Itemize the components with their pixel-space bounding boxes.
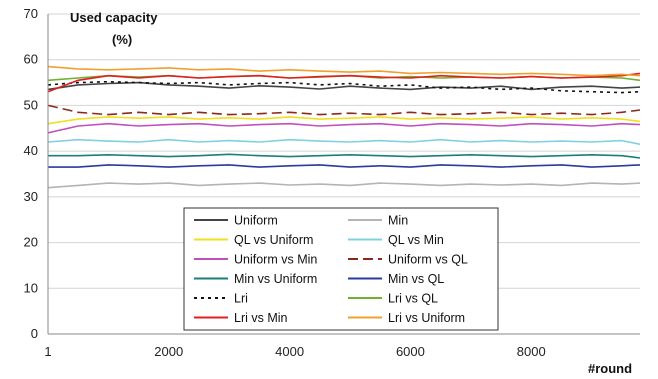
series-line-uniform-vs-min (47, 122, 641, 134)
y-axis-title-line2: (%) (112, 32, 132, 47)
legend-label: QL vs Min (388, 233, 444, 247)
y-tick-label: 20 (24, 235, 38, 250)
y-tick-label: 40 (24, 143, 38, 158)
series-line-min (47, 182, 641, 189)
legend-label: Lri vs Uniform (388, 311, 465, 325)
x-tick-label: 1 (44, 344, 51, 359)
x-tick-label: 8000 (517, 344, 546, 359)
series-line-lri-vs-uniform (47, 65, 641, 77)
legend-label: Min vs QL (388, 272, 444, 286)
x-tick-label: 6000 (396, 344, 425, 359)
legend-label: QL vs Uniform (234, 233, 313, 247)
legend-label: Min vs Uniform (234, 272, 317, 286)
gridlines (48, 13, 640, 289)
legend: Uniform Min QL vs Uniform QL vs Min Uniform … (183, 207, 499, 331)
series-line-lri-vs-min (47, 72, 641, 93)
series-line-min-vs-uniform (48, 153, 641, 159)
series-lines (47, 65, 641, 189)
series-line-min-vs-ql (48, 164, 641, 168)
x-tick-label: 4000 (275, 344, 304, 359)
y-tick-label: 0 (31, 326, 38, 341)
series-line-ql-vs-min (47, 138, 641, 146)
y-tick-label: 10 (24, 280, 38, 295)
series-line-uniform-vs-ql (47, 104, 641, 116)
axes (47, 14, 640, 335)
legend-label: Uniform vs Min (234, 253, 317, 267)
legend-label: Lri (234, 292, 248, 306)
x-tick-label: 2000 (154, 344, 183, 359)
y-tick-label: 30 (24, 189, 38, 204)
series-line-ql-vs-uniform (47, 116, 641, 125)
x-tick-labels: 1 2000 4000 6000 8000 (44, 344, 545, 359)
y-axis-title-line1: Used capacity (70, 10, 158, 25)
legend-label: Lri vs Min (234, 311, 288, 325)
legend-label: Lri vs QL (388, 292, 438, 306)
legend-label: Min (388, 214, 408, 228)
y-tick-label: 60 (24, 52, 38, 67)
y-tick-label: 50 (24, 97, 38, 112)
legend-label: Uniform vs QL (388, 253, 468, 267)
y-tick-labels: 0 10 20 30 40 50 60 70 (24, 6, 38, 341)
x-axis-title: #round (588, 361, 632, 376)
series-line-lri (47, 80, 641, 94)
y-tick-label: 70 (24, 6, 38, 21)
legend-box (183, 207, 499, 331)
legend-label: Uniform (234, 214, 278, 228)
